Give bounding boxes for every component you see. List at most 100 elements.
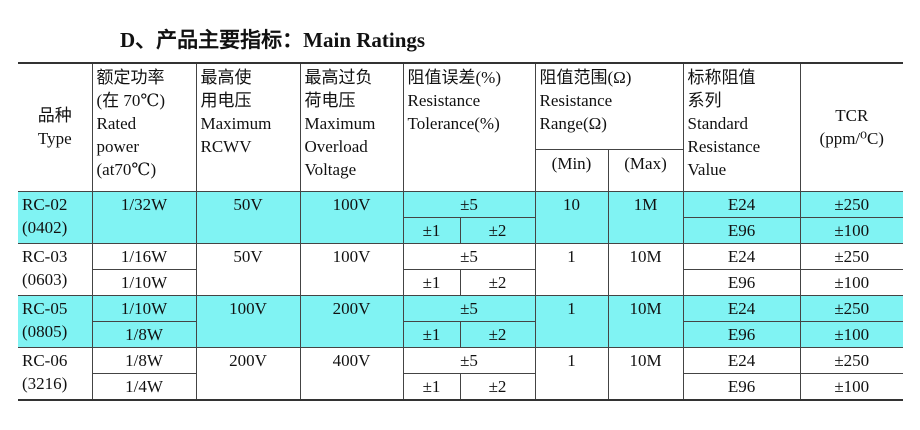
tolerance-cell-text: ±5 [460, 194, 478, 214]
header-cell-text: 系列 [687, 91, 722, 110]
max-cell-text: 1M [633, 194, 658, 214]
voltage-cell: 50V [195, 191, 301, 244]
type-cell-text: RC-03 [22, 246, 68, 266]
min-cell: 1 [534, 347, 609, 401]
tolerance-cell: ±1 [402, 269, 461, 296]
power-cell: 1/8W [92, 321, 197, 348]
overload-cell: 200V [299, 295, 404, 348]
header-cell-text: 品种 [37, 106, 72, 126]
power-cell: 1/16W [91, 243, 197, 270]
tolerance-cell: ±1 [403, 217, 461, 244]
header-cell-text: power [96, 137, 139, 156]
tolerance-cell: ±2 [459, 217, 536, 244]
series-cell-text: E24 [727, 350, 756, 370]
power-cell-text: 1/8W [125, 324, 163, 344]
tolerance-cell: ±1 [402, 373, 461, 401]
tcr-cell-text: ±250 [834, 246, 870, 266]
series-cell: E24 [682, 295, 801, 322]
tcr-cell: ±250 [799, 295, 904, 322]
table-body: RC-02 (0402) 1/32W 50V 100V ±5 10 1M E24 ±250 ±1 ±2… [18, 191, 904, 401]
header-cell: (Min) [535, 149, 609, 192]
overload-cell-text: 200V [332, 298, 371, 318]
tolerance-cell-text: ±5 [460, 246, 478, 266]
min-cell-text: 10 [563, 194, 581, 214]
tolerance-cell: ±5 [402, 243, 536, 270]
tolerance-cell: ±2 [459, 321, 536, 348]
table-header: 品种 Type 额定功率 (在 70℃) Rated power (at70℃) 最高使 用电压… [18, 62, 904, 192]
header-cell: 最高使 用电压 Maximum RCWV [195, 62, 301, 192]
tolerance-cell: ±2 [459, 269, 536, 296]
max-cell: 10M [607, 295, 684, 348]
series-cell-text: E24 [727, 246, 756, 266]
max-cell-text: 10M [629, 350, 662, 370]
type-cell: RC-03 (0603) [18, 243, 93, 296]
tcr-cell-text: ±100 [834, 272, 870, 292]
tcr-cell-text: ±250 [834, 298, 870, 318]
voltage-cell: 50V [195, 243, 301, 296]
type-cell-text: RC-06 [22, 350, 68, 370]
data-row: RC-03 (0603) 1/16W 50V 100V ±5 1 10M E24 ±250 [18, 243, 904, 296]
type-cell-text: RC-02 [22, 194, 68, 214]
header-cell-text: Resistance [687, 137, 761, 156]
tcr-cell: ±100 [799, 217, 904, 244]
header-cell-text: Resistance [539, 91, 613, 110]
min-cell: 10 [534, 191, 609, 244]
tolerance-cell: ±5 [402, 191, 536, 218]
tolerance-cell-text: ±1 [422, 272, 441, 292]
power-cell-text: 1/4W [125, 376, 163, 396]
tcr-cell: ±250 [799, 191, 904, 218]
max-cell-text: 10M [629, 246, 662, 266]
tcr-cell-text: ±100 [834, 324, 870, 344]
header-cell: 最高过负 荷电压 Maximum Overload Voltage [299, 62, 404, 192]
series-cell: E96 [682, 217, 801, 244]
header-row: (Min) (Max) [18, 149, 903, 192]
tcr-cell: ±100 [799, 373, 904, 401]
header-cell-text: 最高过负 [304, 68, 373, 87]
header-cell: TCR (ppm/⁰C) [799, 62, 904, 192]
power-cell-text: 1/32W [120, 194, 168, 214]
series-cell-text: E24 [727, 298, 756, 318]
overload-cell: 100V [299, 191, 404, 244]
type-cell-text: (3216) [22, 373, 68, 393]
header-cell: 额定功率 (在 70℃) Rated power (at70℃) [91, 62, 197, 192]
data-row: 1/8W ±1 ±2 E96 ±100 [18, 321, 904, 348]
type-cell: RC-06 (3216) [18, 347, 93, 401]
tcr-cell-text: ±100 [834, 376, 870, 396]
power-cell-text: 1/16W [120, 246, 168, 266]
tolerance-cell-text: ±1 [422, 376, 441, 396]
header-cell-text: Range(Ω) [539, 114, 607, 133]
type-cell-text: (0805) [22, 321, 68, 341]
tolerance-cell-text: ±2 [488, 220, 507, 240]
header-cell-text: Maximum [304, 114, 376, 133]
min-cell-text: 1 [567, 298, 576, 318]
overload-cell-text: 400V [332, 350, 371, 370]
series-cell: E96 [682, 321, 801, 348]
series-cell-text: E96 [727, 376, 756, 396]
data-row: 1/4W ±1 ±2 E96 ±100 [18, 373, 904, 401]
series-cell-text: E96 [727, 272, 756, 292]
data-row: ±1 ±2 E96 ±100 [18, 217, 904, 244]
overload-cell-text: 100V [332, 246, 371, 266]
header-cell-text: 额定功率 [96, 68, 165, 87]
series-cell: E96 [682, 269, 801, 296]
series-cell: E96 [682, 373, 801, 401]
header-cell-text: Maximum [200, 114, 272, 133]
data-row: 1/10W ±1 ±2 E96 ±100 [18, 269, 904, 296]
voltage-cell-text: 50V [233, 194, 263, 214]
voltage-cell: 100V [195, 295, 301, 348]
header-cell-text: (ppm/⁰C) [819, 129, 884, 149]
tolerance-cell-text: ±2 [488, 376, 507, 396]
tcr-cell: ±250 [799, 347, 904, 374]
max-cell-text: 10M [629, 298, 662, 318]
header-cell-text: Tolerance(%) [407, 114, 500, 133]
data-row: RC-02 (0402) 1/32W 50V 100V ±5 10 1M E24 ±250 [18, 191, 904, 244]
type-cell-text: (0402) [22, 217, 68, 237]
header-cell: (Max) [607, 149, 684, 192]
ratings-table: 品种 Type 额定功率 (在 70℃) Rated power (at70℃) 最高使 用电压… [18, 62, 904, 401]
voltage-cell-text: 100V [229, 298, 267, 318]
overload-cell-text: 100V [332, 194, 371, 214]
title: D、产品主要指标：Main Ratings [120, 28, 426, 52]
tolerance-cell: ±5 [402, 347, 536, 374]
min-cell: 1 [534, 243, 609, 296]
